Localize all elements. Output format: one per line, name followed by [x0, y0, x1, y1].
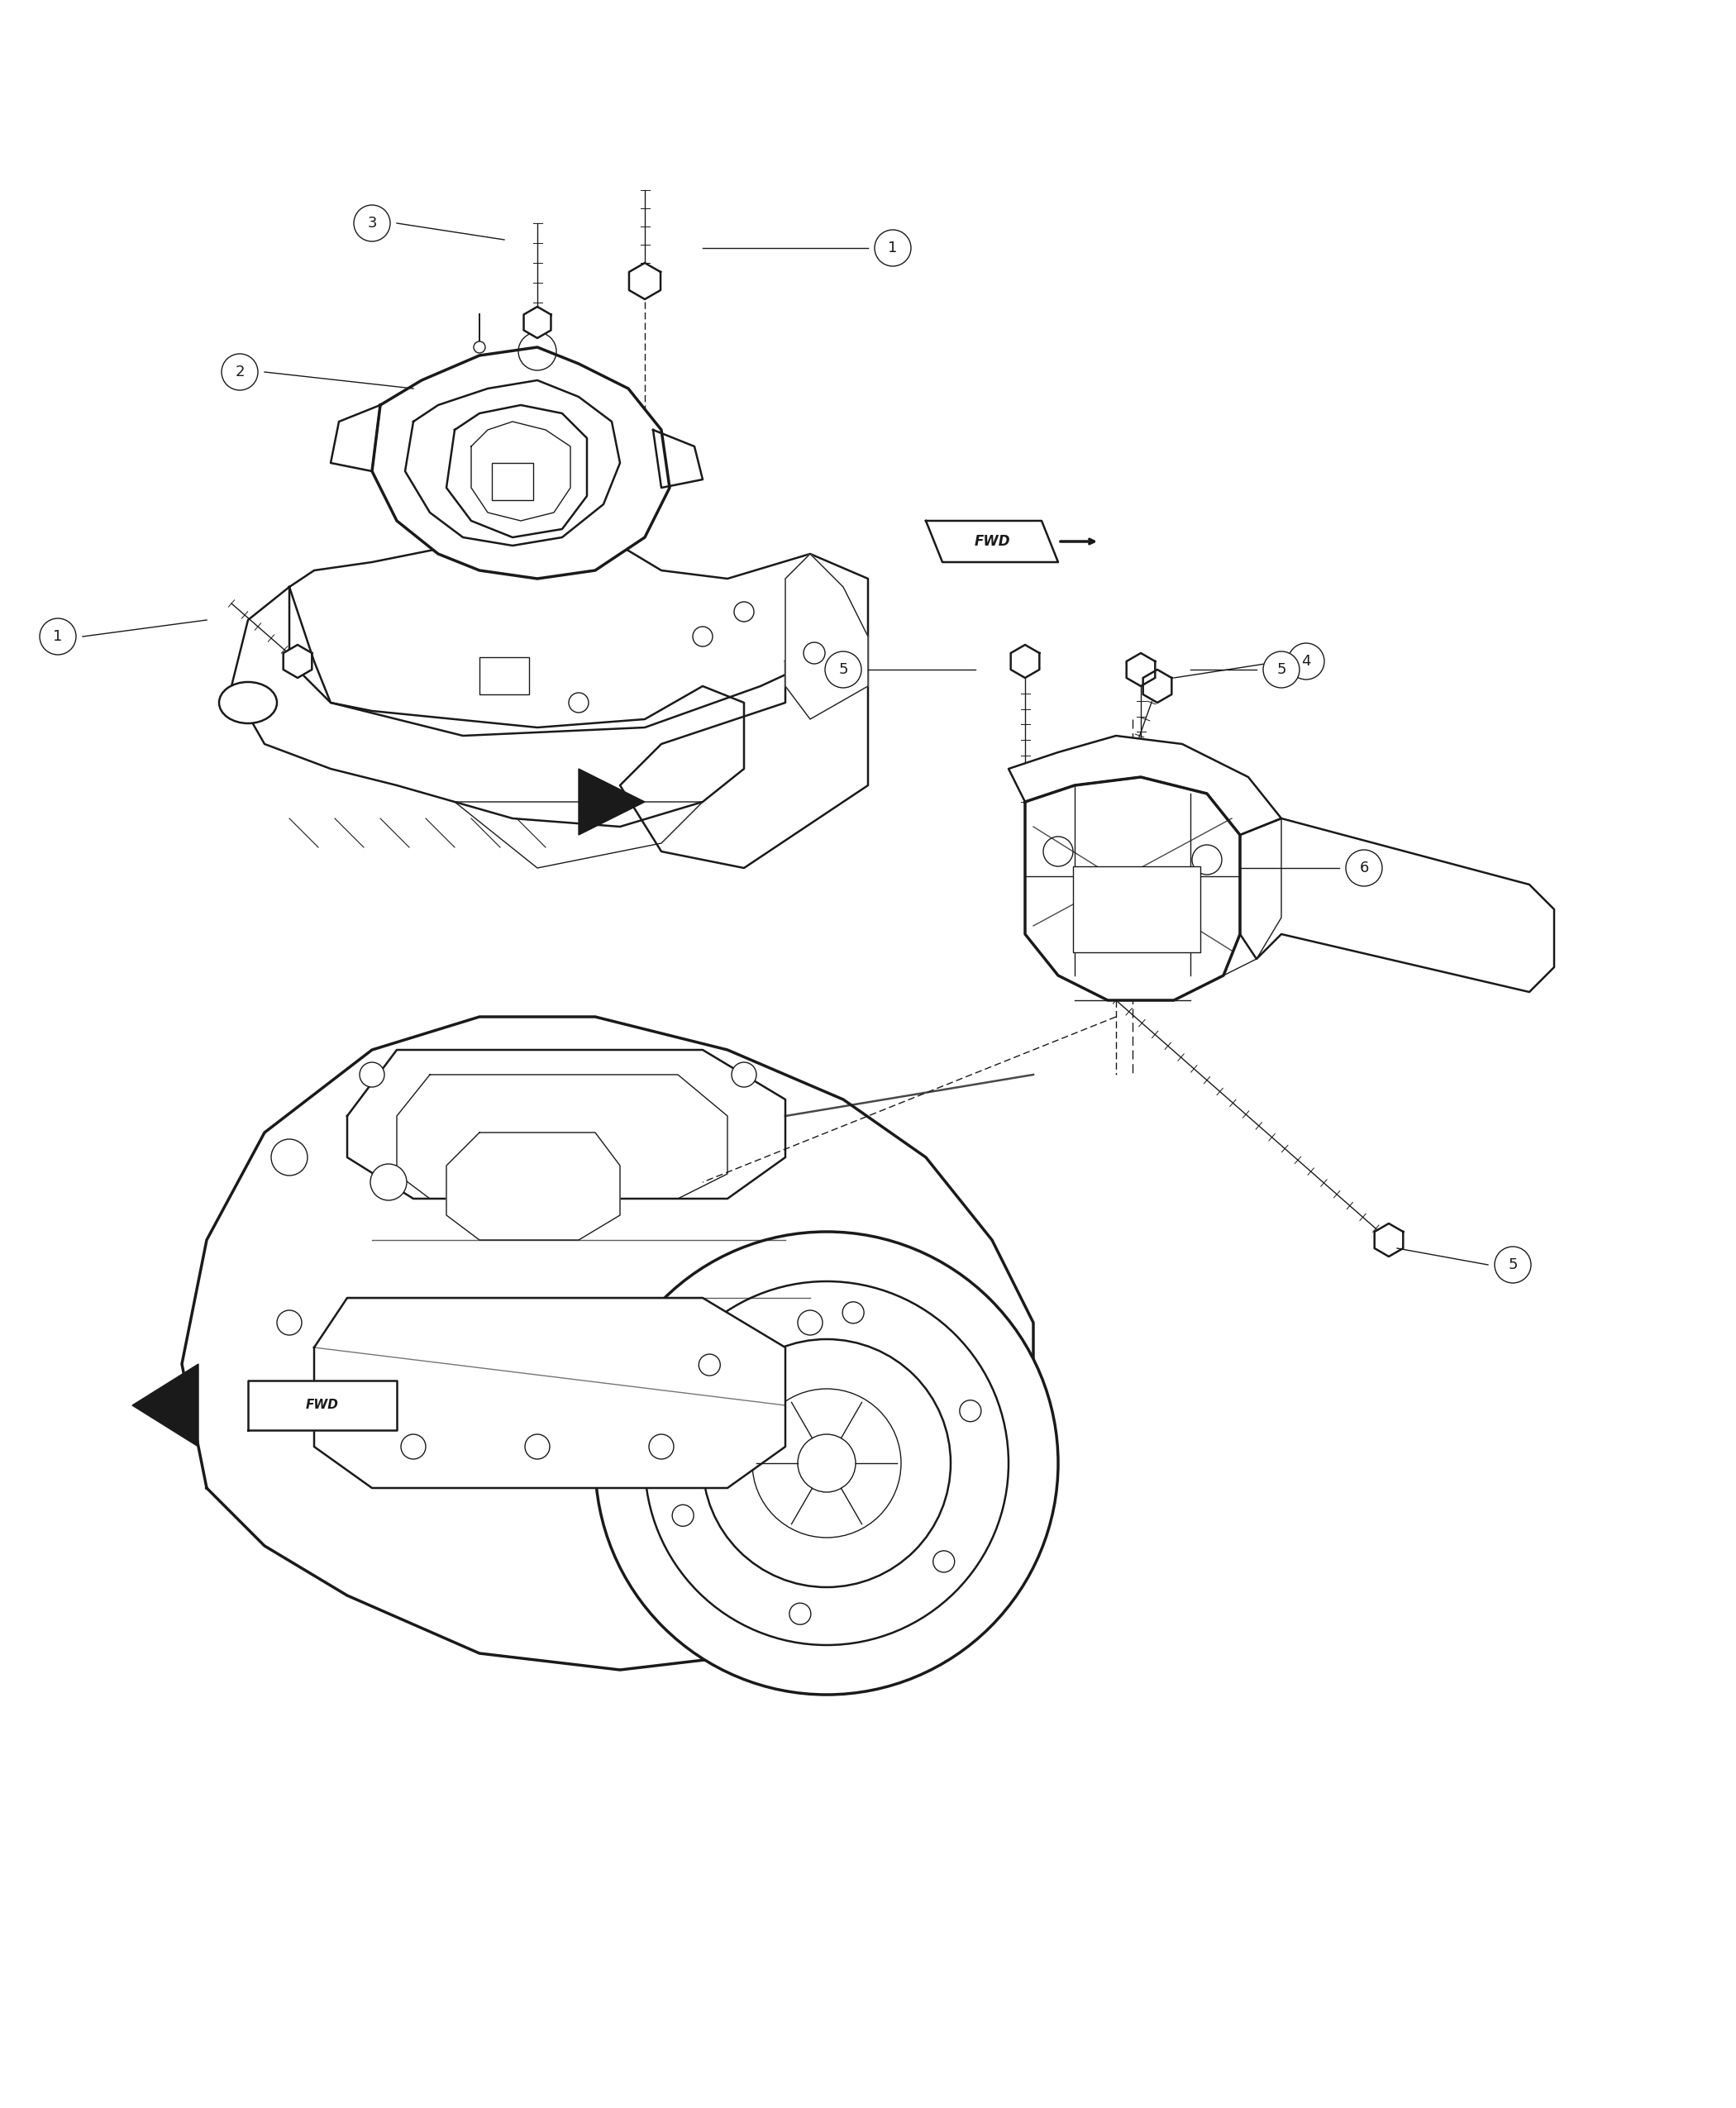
Text: 4: 4 [1302, 653, 1311, 668]
Polygon shape [653, 430, 703, 487]
Circle shape [799, 1433, 856, 1492]
Polygon shape [578, 769, 644, 835]
Circle shape [799, 1311, 823, 1334]
Polygon shape [455, 801, 703, 868]
Circle shape [734, 601, 753, 622]
Polygon shape [446, 405, 587, 538]
FancyBboxPatch shape [491, 464, 533, 500]
Text: 1: 1 [889, 240, 898, 255]
Circle shape [519, 333, 556, 371]
Polygon shape [1009, 736, 1281, 835]
Circle shape [649, 1433, 674, 1459]
Circle shape [359, 1062, 384, 1088]
Circle shape [932, 1551, 955, 1573]
Circle shape [370, 1164, 406, 1199]
Text: FWD: FWD [974, 533, 1010, 548]
Polygon shape [347, 1050, 785, 1199]
Polygon shape [925, 521, 1059, 563]
Polygon shape [314, 1299, 785, 1488]
Circle shape [474, 341, 486, 352]
Circle shape [401, 1433, 425, 1459]
Polygon shape [1142, 670, 1172, 702]
Text: 3: 3 [368, 215, 377, 230]
Polygon shape [1024, 778, 1240, 1001]
Circle shape [731, 1062, 757, 1088]
Polygon shape [182, 1016, 1033, 1670]
Polygon shape [620, 637, 868, 868]
Circle shape [354, 204, 391, 242]
Circle shape [700, 1353, 720, 1377]
Polygon shape [283, 645, 312, 679]
Circle shape [1264, 651, 1300, 687]
Polygon shape [330, 405, 380, 472]
FancyBboxPatch shape [479, 658, 529, 694]
Circle shape [644, 1282, 1009, 1644]
Circle shape [1288, 643, 1325, 679]
Circle shape [278, 1311, 302, 1334]
Text: 2: 2 [234, 365, 245, 379]
Polygon shape [248, 1381, 398, 1429]
Circle shape [1193, 845, 1222, 875]
FancyBboxPatch shape [1073, 866, 1200, 953]
Circle shape [40, 618, 76, 656]
Text: 5: 5 [1276, 662, 1286, 677]
Circle shape [1495, 1246, 1531, 1284]
Circle shape [790, 1602, 811, 1625]
Circle shape [825, 651, 861, 687]
Circle shape [1043, 837, 1073, 866]
Polygon shape [628, 264, 661, 299]
Circle shape [752, 1389, 901, 1537]
Circle shape [469, 1189, 505, 1225]
Polygon shape [1240, 818, 1554, 993]
Polygon shape [470, 422, 571, 521]
Text: 5: 5 [838, 662, 847, 677]
Polygon shape [446, 1132, 620, 1240]
Polygon shape [1010, 645, 1040, 679]
Text: 1: 1 [54, 628, 62, 643]
Polygon shape [290, 538, 868, 736]
Polygon shape [372, 348, 670, 580]
Text: FWD: FWD [306, 1400, 339, 1412]
Circle shape [569, 694, 589, 713]
Polygon shape [231, 586, 745, 826]
Circle shape [703, 1339, 951, 1587]
Polygon shape [785, 554, 868, 719]
Polygon shape [132, 1364, 198, 1446]
Circle shape [595, 1231, 1059, 1695]
Circle shape [875, 230, 911, 266]
Circle shape [804, 643, 825, 664]
Polygon shape [1127, 653, 1154, 685]
Circle shape [1345, 850, 1382, 885]
Circle shape [672, 1505, 694, 1526]
Polygon shape [524, 306, 550, 337]
Text: 5: 5 [1509, 1256, 1517, 1273]
Polygon shape [1224, 818, 1281, 976]
Circle shape [271, 1138, 307, 1176]
Circle shape [524, 1433, 550, 1459]
Polygon shape [1375, 1223, 1403, 1256]
Circle shape [960, 1400, 981, 1421]
Circle shape [222, 354, 259, 390]
Circle shape [693, 626, 712, 647]
Ellipse shape [219, 683, 278, 723]
Circle shape [842, 1303, 865, 1324]
Text: 6: 6 [1359, 860, 1368, 875]
